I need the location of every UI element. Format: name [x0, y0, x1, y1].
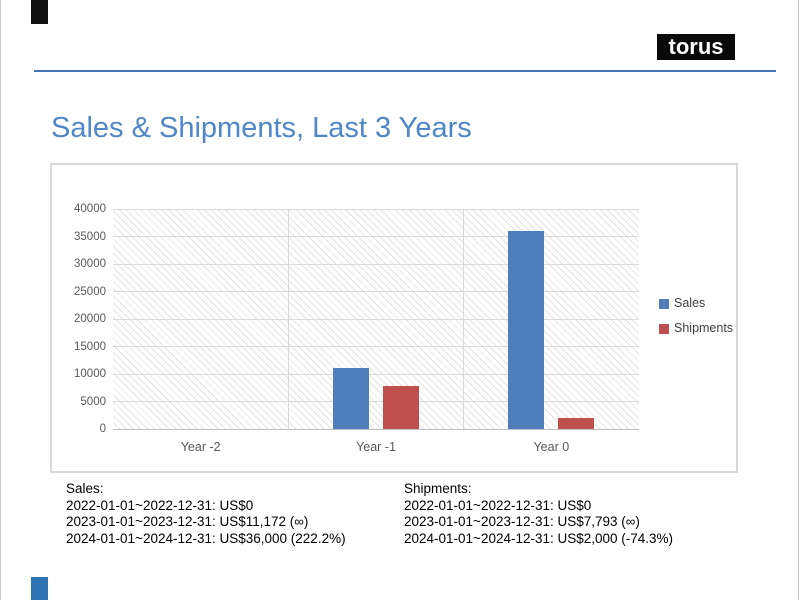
- chart-panel: 0 5000 10000 15000 20000 25000 30000 35000 40000…: [50, 163, 738, 473]
- y-axis-tick-label: 25000: [74, 285, 106, 298]
- torus-logo: torus: [657, 34, 735, 60]
- sales-summary-line: 2022-01-01~2022-12-31: US$0: [66, 497, 254, 513]
- legend-label: Shipments: [674, 321, 734, 335]
- shipments-summary-line: 2022-01-01~2022-12-31: US$0: [404, 497, 592, 513]
- sales-summary-heading: Sales:: [66, 481, 104, 496]
- shipments-summary-heading: Shipments:: [404, 481, 472, 496]
- y-axis-tick-label: 20000: [74, 313, 106, 325]
- y-axis-tick-label: 10000: [74, 368, 106, 380]
- y-gridline: [113, 263, 639, 265]
- x-axis-category-label: Year -2: [180, 440, 221, 454]
- y-axis-tick-label: 0: [99, 423, 106, 435]
- chart-legend: Sales Shipments: [659, 296, 734, 348]
- bar-shipments-year-1: [383, 386, 419, 429]
- page-title: Sales & Shipments, Last 3 Years: [51, 112, 472, 144]
- torus-logo-text: torus: [668, 34, 724, 59]
- legend-label: Sales: [674, 296, 706, 310]
- y-axis-tick-label: 15000: [74, 340, 106, 353]
- x-axis-line: [113, 429, 639, 430]
- shipments-summary: Shipments: 2022-01-01~2022-12-31: US$0 2…: [404, 481, 673, 547]
- bar-sales-year0: [508, 231, 545, 429]
- y-gridline: [113, 291, 639, 292]
- y-axis-tick-label: 5000: [80, 395, 106, 408]
- bar-shipments-year0: [558, 418, 595, 429]
- y-gridline: [113, 346, 639, 347]
- x-gridline: [287, 209, 289, 429]
- sales-summary-line: 2023-01-01~2023-12-31: US$11,172 (∞): [66, 514, 309, 529]
- sales-summary: Sales: 2022-01-01~2022-12-31: US$0 2023-…: [66, 481, 346, 547]
- bar-sales-year-1: [333, 367, 369, 429]
- shipments-summary-line: 2023-01-01~2023-12-31: US$7,793 (∞): [404, 514, 640, 529]
- y-gridline: [113, 236, 639, 237]
- legend-swatch-icon: [659, 323, 669, 334]
- header-divider: [34, 70, 776, 72]
- y-gridline: [113, 401, 639, 402]
- sales-summary-line: 2024-01-01~2024-12-31: US$36,000 (222.2%…: [66, 530, 346, 546]
- shipments-summary-line: 2024-01-01~2024-12-31: US$2,000 (-74.3%): [404, 530, 674, 546]
- top-left-accent-bar: [31, 0, 48, 24]
- bottom-left-accent-bar: [31, 577, 48, 600]
- legend-swatch-icon: [659, 298, 669, 309]
- legend-item-sales: Sales: [659, 296, 733, 310]
- legend-item-shipments: Shipments: [659, 321, 734, 335]
- x-axis-category-label: Year -1: [356, 440, 396, 454]
- y-gridline: [113, 373, 639, 375]
- x-gridline: [463, 209, 465, 429]
- chart-canvas: 0 5000 10000 15000 20000 25000 30000 35000 40000…: [52, 165, 736, 471]
- y-axis-tick-label: 30000: [74, 258, 106, 270]
- y-gridline: [113, 318, 639, 320]
- y-axis-tick-label: 40000: [74, 203, 106, 215]
- y-gridline: [113, 208, 639, 210]
- x-axis-category-label: Year 0: [533, 440, 570, 454]
- y-axis-tick-label: 35000: [74, 230, 106, 243]
